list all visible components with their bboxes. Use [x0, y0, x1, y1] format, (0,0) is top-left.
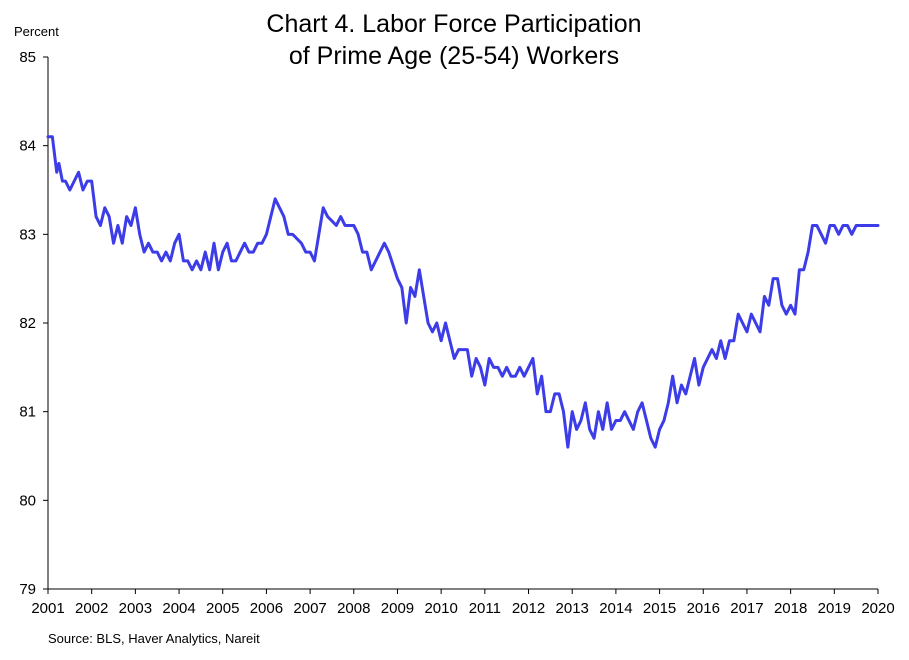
y-tick-label: 80: [19, 492, 36, 509]
series-layer: [46, 135, 880, 449]
chart-title-line-1: Chart 4. Labor Force Participation: [266, 10, 641, 38]
x-tick-label: 2010: [424, 600, 457, 617]
y-axis-unit-label: Percent: [14, 24, 59, 39]
x-tick-label: 2006: [250, 600, 283, 617]
x-tick-label: 2001: [31, 600, 64, 617]
y-tick-label: 85: [19, 49, 36, 66]
chart-title-line-2: of Prime Age (25-54) Workers: [289, 42, 619, 70]
series-line: [46, 135, 880, 449]
x-tick-label: 2003: [119, 600, 152, 617]
x-tick-label: 2005: [206, 600, 239, 617]
x-tick-label: 2008: [337, 600, 370, 617]
x-tick-label: 2002: [75, 600, 108, 617]
y-tick-label: 83: [19, 226, 36, 243]
x-tick-label: 2018: [774, 600, 807, 617]
y-tick-label: 84: [19, 138, 36, 155]
x-tick-label: 2016: [687, 600, 720, 617]
y-axis-ticks: 79 80 81 82 83 84 85: [19, 49, 48, 598]
x-tick-label: 2015: [643, 600, 676, 617]
x-tick-label: 2012: [512, 600, 545, 617]
x-tick-label: 2007: [293, 600, 326, 617]
x-tick-label: 2013: [556, 600, 589, 617]
y-tick-label: 82: [19, 315, 36, 332]
x-tick-label: 2019: [818, 600, 851, 617]
x-tick-label: 2020: [861, 600, 894, 617]
source-note: Source: BLS, Haver Analytics, Nareit: [48, 631, 260, 646]
y-tick-label: 79: [19, 581, 36, 598]
x-tick-label: 2004: [162, 600, 195, 617]
y-tick-label: 81: [19, 404, 36, 421]
x-axis-ticks: 2001 2002 2003 2004 2005 2006 2007 2008 2009 2010…: [31, 589, 895, 617]
x-tick-label: 2011: [469, 600, 501, 617]
x-tick-label: 2014: [599, 600, 632, 617]
x-tick-label: 2009: [381, 600, 414, 617]
x-tick-label: 2017: [730, 600, 763, 617]
